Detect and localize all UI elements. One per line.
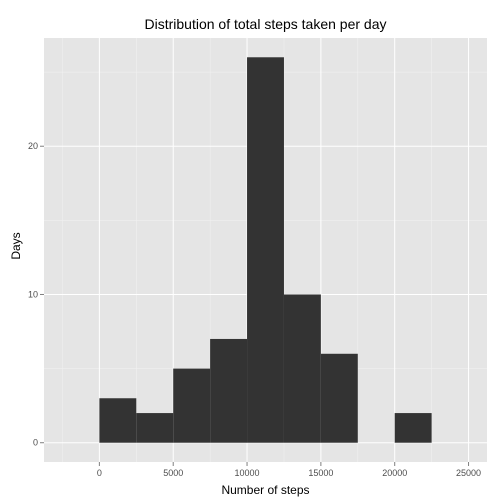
x-axis-title: Number of steps — [221, 483, 309, 497]
x-tick-label: 0 — [97, 468, 102, 478]
x-tick-label: 10000 — [235, 468, 260, 478]
histogram-bar — [320, 353, 358, 443]
histogram-bar — [136, 413, 174, 443]
histogram-bar — [99, 398, 137, 443]
y-tick-label: 20 — [28, 141, 38, 151]
x-tick-label: 25000 — [456, 468, 481, 478]
histogram-bar — [394, 413, 432, 443]
y-axis: 0 10 20 — [28, 141, 44, 448]
histogram-bar — [283, 294, 321, 443]
y-axis-title: Days — [9, 232, 23, 259]
histogram-bar — [173, 368, 211, 443]
y-tick-label: 0 — [33, 438, 38, 448]
histogram-bar — [210, 338, 248, 443]
x-tick-label: 5000 — [163, 468, 183, 478]
x-tick-label: 15000 — [308, 468, 333, 478]
chart-title: Distribution of total steps taken per da… — [144, 16, 386, 32]
x-axis: 0 5000 10000 15000 20000 25000 — [97, 462, 481, 478]
histogram-bars — [99, 57, 432, 443]
y-tick-label: 10 — [28, 289, 38, 299]
histogram-bar — [247, 57, 284, 443]
x-tick-label: 20000 — [382, 468, 407, 478]
